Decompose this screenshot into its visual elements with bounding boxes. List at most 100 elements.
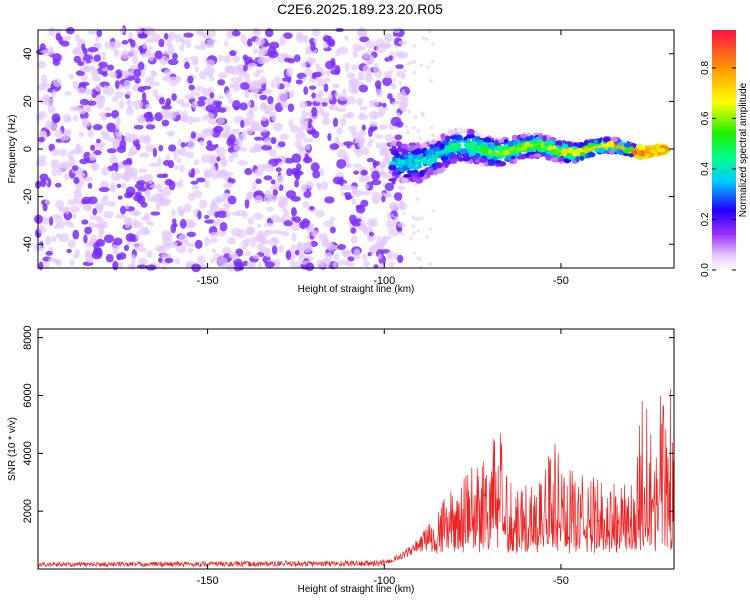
spectrogram-noise-mark bbox=[413, 182, 418, 187]
spectrogram-x-label: Height of straight line (km) bbox=[298, 284, 415, 295]
spectrogram-noise-mark bbox=[187, 248, 194, 254]
spectrogram-signal-mark bbox=[583, 147, 590, 153]
spectrogram-noise-mark bbox=[388, 201, 399, 211]
spectrogram-noise-mark bbox=[37, 60, 47, 69]
spectrogram-noise-mark bbox=[52, 78, 62, 88]
spectrogram-noise-mark bbox=[187, 115, 194, 125]
spectrogram-signal-mark bbox=[503, 138, 509, 143]
spectrogram-noise-mark bbox=[162, 173, 169, 178]
spectrogram-signal-mark bbox=[602, 137, 611, 143]
spectrogram-noise-mark bbox=[337, 243, 346, 250]
spectrogram-noise-mark bbox=[415, 197, 420, 201]
spectrogram-signal-mark bbox=[558, 141, 563, 147]
spectrogram-noise-mark bbox=[277, 91, 288, 102]
spectrogram-signal-mark bbox=[421, 176, 429, 180]
spectrogram-noise-mark bbox=[290, 259, 296, 269]
spectrogram-noise-mark bbox=[58, 148, 68, 157]
spectrogram-noise-mark bbox=[419, 63, 424, 68]
spectrogram-noise-mark bbox=[381, 195, 386, 203]
spectrogram-noise-mark bbox=[140, 201, 148, 208]
spectrogram-noise-mark bbox=[264, 189, 272, 198]
spectrogram-noise-mark bbox=[51, 113, 61, 124]
spectrogram-noise-mark bbox=[197, 255, 206, 264]
spectrogram-noise-mark bbox=[98, 186, 110, 193]
spectrogram-noise-mark bbox=[425, 235, 430, 239]
spectrogram-noise-mark bbox=[185, 39, 192, 48]
spectrogram-noise-mark bbox=[425, 37, 429, 42]
spectrogram-noise-mark bbox=[418, 136, 422, 141]
spectrogram-noise-mark bbox=[207, 29, 217, 38]
spectrogram-noise-mark bbox=[145, 38, 155, 43]
spectrogram-signal-mark bbox=[406, 147, 415, 151]
spectrogram-noise-mark bbox=[354, 150, 363, 157]
spectrogram-signal-mark bbox=[422, 147, 427, 152]
spectrogram-signal-mark bbox=[637, 144, 646, 151]
spectrogram-noise-mark bbox=[187, 75, 194, 84]
spectrogram-noise-mark bbox=[194, 66, 199, 73]
spectrogram-noise-mark bbox=[419, 216, 424, 221]
spectrogram-noise-mark bbox=[316, 77, 324, 82]
spectrogram-noise-mark bbox=[207, 98, 214, 105]
spectrogram-signal-mark bbox=[407, 162, 416, 169]
spectrogram-noise-mark bbox=[82, 176, 93, 182]
spectrogram-signal-mark bbox=[545, 154, 553, 159]
spectrogram-signal-mark bbox=[473, 130, 480, 137]
spectrogram-signal-mark bbox=[389, 161, 396, 165]
spectrogram-noise-mark bbox=[159, 55, 169, 66]
snr-frame bbox=[37, 328, 675, 570]
snr-x-label: Height of straight line (km) bbox=[298, 584, 415, 595]
spectrogram-noise-mark bbox=[254, 168, 264, 176]
spectrogram-noise-mark bbox=[210, 258, 215, 264]
spectrogram-signal-mark bbox=[547, 146, 553, 151]
spectrogram-noise-mark bbox=[96, 102, 104, 110]
spectrogram-noise-mark bbox=[334, 136, 340, 145]
spectrogram-noise-mark bbox=[351, 197, 357, 205]
spectrogram-noise-mark bbox=[204, 214, 210, 220]
spectrogram-noise-mark bbox=[257, 57, 269, 65]
spectrogram-noise-mark bbox=[224, 129, 230, 139]
spectrogram-noise-mark bbox=[127, 49, 138, 57]
spectrogram-noise-mark bbox=[428, 79, 433, 84]
spectrogram-noise-mark bbox=[352, 131, 360, 140]
spectrogram-noise-mark bbox=[280, 100, 288, 109]
spectrogram-noise-mark bbox=[115, 115, 121, 126]
spectrogram-noise-mark bbox=[96, 223, 106, 229]
spectrogram-signal-mark bbox=[561, 148, 569, 155]
spectrogram-noise-mark bbox=[128, 106, 133, 112]
spectrogram-signal-mark bbox=[483, 137, 492, 143]
spectrogram-noise-mark bbox=[394, 100, 401, 105]
spectrogram-noise-mark bbox=[303, 86, 309, 95]
spectrogram-noise-mark bbox=[39, 173, 49, 181]
spectrogram-noise-mark bbox=[241, 210, 248, 219]
spectrogram-noise-mark bbox=[87, 182, 93, 189]
spectrogram-noise-mark bbox=[294, 179, 300, 188]
spectrogram-noise-mark bbox=[330, 69, 340, 75]
spectrogram-noise-mark bbox=[369, 231, 374, 237]
spectrogram-noise-mark bbox=[329, 143, 340, 150]
spectrogram-noise-mark bbox=[194, 239, 203, 250]
spectrogram-noise-mark bbox=[45, 251, 53, 256]
spectrogram-noise-mark bbox=[412, 251, 417, 256]
spectrogram-noise-mark bbox=[378, 124, 388, 131]
spectrogram-noise-mark bbox=[349, 214, 357, 224]
spectrogram-noise-mark bbox=[323, 83, 329, 93]
spectrogram-noise-mark bbox=[310, 41, 316, 52]
spectrogram-noise-mark bbox=[203, 170, 214, 178]
spectrogram-noise-mark bbox=[431, 209, 435, 213]
spectrogram-noise-mark bbox=[176, 158, 182, 163]
spectrogram-noise-mark bbox=[230, 77, 240, 84]
spectrogram-noise-mark bbox=[260, 102, 268, 108]
spectrogram-noise-mark bbox=[244, 238, 251, 247]
spectrogram-noise-mark bbox=[162, 232, 168, 242]
spectrogram-noise-mark bbox=[283, 82, 292, 88]
spectrogram-noise-mark bbox=[247, 217, 255, 225]
spectrogram-noise-mark bbox=[325, 69, 332, 77]
spectrogram-noise-mark bbox=[300, 61, 307, 69]
spectrogram-noise-mark bbox=[165, 102, 170, 107]
spectrogram-signal-mark bbox=[416, 155, 424, 159]
spectrogram-noise-mark bbox=[209, 158, 215, 166]
spectrogram-noise-mark bbox=[121, 40, 129, 45]
spectrogram-noise-mark bbox=[100, 130, 109, 137]
spectrogram-noise-mark bbox=[367, 252, 372, 257]
spectrogram-signal-mark bbox=[388, 164, 397, 171]
